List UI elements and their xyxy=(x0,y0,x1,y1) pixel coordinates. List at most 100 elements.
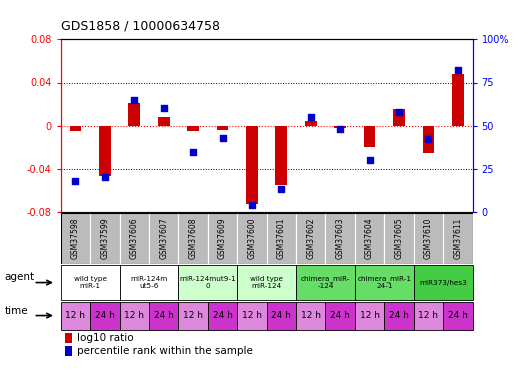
Text: 24 h: 24 h xyxy=(271,311,291,320)
Bar xyxy=(158,117,169,126)
Text: wild type
miR-1: wild type miR-1 xyxy=(73,276,107,289)
Bar xyxy=(208,213,237,264)
Bar xyxy=(61,265,119,300)
Bar xyxy=(61,302,90,330)
Text: GSM37610: GSM37610 xyxy=(424,217,433,259)
Text: 12 h: 12 h xyxy=(65,311,86,320)
Text: GSM37600: GSM37600 xyxy=(248,217,257,259)
Point xyxy=(101,174,109,180)
Text: GSM37599: GSM37599 xyxy=(100,217,109,259)
Text: wild type
miR-124: wild type miR-124 xyxy=(250,276,283,289)
Bar xyxy=(90,213,119,264)
Text: GSM37604: GSM37604 xyxy=(365,217,374,259)
Bar xyxy=(128,103,140,126)
Bar xyxy=(414,265,473,300)
Bar xyxy=(267,302,296,330)
Text: chimera_miR-
-124: chimera_miR- -124 xyxy=(301,276,350,290)
Text: 12 h: 12 h xyxy=(242,311,262,320)
Bar xyxy=(216,126,229,130)
Bar xyxy=(276,126,287,185)
Bar xyxy=(178,302,208,330)
Bar xyxy=(149,213,178,264)
Text: agent: agent xyxy=(5,272,35,282)
Bar xyxy=(364,126,375,147)
Bar xyxy=(61,213,473,264)
Point xyxy=(130,97,138,103)
Bar xyxy=(267,213,296,264)
Bar xyxy=(119,265,178,300)
Bar xyxy=(119,213,149,264)
Bar xyxy=(178,265,237,300)
Text: 12 h: 12 h xyxy=(183,311,203,320)
Bar xyxy=(119,302,149,330)
Text: miR-124m
ut5-6: miR-124m ut5-6 xyxy=(130,276,167,289)
Point xyxy=(424,136,432,142)
Point xyxy=(248,202,256,208)
Bar xyxy=(384,213,414,264)
Bar xyxy=(61,213,90,264)
Text: GSM37608: GSM37608 xyxy=(188,217,197,259)
Bar xyxy=(414,213,443,264)
Bar xyxy=(443,302,473,330)
Bar xyxy=(65,333,72,343)
Text: GSM37609: GSM37609 xyxy=(218,217,227,259)
Bar xyxy=(443,213,473,264)
Text: 24 h: 24 h xyxy=(95,311,115,320)
Text: miR-124mut9-1
0: miR-124mut9-1 0 xyxy=(180,276,236,289)
Text: 24 h: 24 h xyxy=(154,311,174,320)
Bar xyxy=(355,302,384,330)
Point xyxy=(307,114,315,120)
Point xyxy=(336,126,344,132)
Point xyxy=(395,109,403,115)
Text: time: time xyxy=(5,306,29,316)
Point xyxy=(159,105,168,111)
Point xyxy=(277,186,286,192)
Text: GSM37607: GSM37607 xyxy=(159,217,168,259)
Bar xyxy=(70,126,81,131)
Bar xyxy=(334,126,346,128)
Text: 12 h: 12 h xyxy=(124,311,144,320)
Bar xyxy=(355,265,414,300)
Bar xyxy=(305,122,317,126)
Text: miR373/hes3: miR373/hes3 xyxy=(419,280,467,286)
Text: 12 h: 12 h xyxy=(301,311,321,320)
Bar xyxy=(296,302,325,330)
Text: GSM37611: GSM37611 xyxy=(454,217,463,259)
Bar xyxy=(393,110,405,126)
Point xyxy=(189,148,197,154)
Text: 24 h: 24 h xyxy=(330,311,350,320)
Bar xyxy=(99,126,111,176)
Bar xyxy=(90,302,119,330)
Text: chimera_miR-1
24-1: chimera_miR-1 24-1 xyxy=(357,276,411,290)
Point xyxy=(71,178,80,184)
Text: 12 h: 12 h xyxy=(360,311,380,320)
Text: GSM37598: GSM37598 xyxy=(71,217,80,259)
Bar xyxy=(65,346,72,355)
Text: log10 ratio: log10 ratio xyxy=(77,333,134,343)
Bar xyxy=(246,126,258,204)
Bar xyxy=(208,302,237,330)
Bar xyxy=(237,213,267,264)
Bar xyxy=(149,302,178,330)
Text: 24 h: 24 h xyxy=(389,311,409,320)
Point xyxy=(218,135,227,141)
Text: percentile rank within the sample: percentile rank within the sample xyxy=(77,346,253,356)
Bar xyxy=(296,265,355,300)
Bar xyxy=(414,302,443,330)
Bar xyxy=(296,213,325,264)
Bar xyxy=(237,302,267,330)
Bar xyxy=(187,126,199,131)
Text: 24 h: 24 h xyxy=(448,311,468,320)
Bar xyxy=(237,265,296,300)
Text: GDS1858 / 10000634758: GDS1858 / 10000634758 xyxy=(61,20,220,33)
Text: GSM37605: GSM37605 xyxy=(394,217,403,259)
Text: GSM37603: GSM37603 xyxy=(336,217,345,259)
Bar xyxy=(452,74,464,126)
Text: GSM37606: GSM37606 xyxy=(130,217,139,259)
Bar xyxy=(325,213,355,264)
Text: GSM37602: GSM37602 xyxy=(306,217,315,259)
Bar xyxy=(178,213,208,264)
Bar xyxy=(422,126,435,153)
Bar xyxy=(384,302,414,330)
Bar xyxy=(325,302,355,330)
